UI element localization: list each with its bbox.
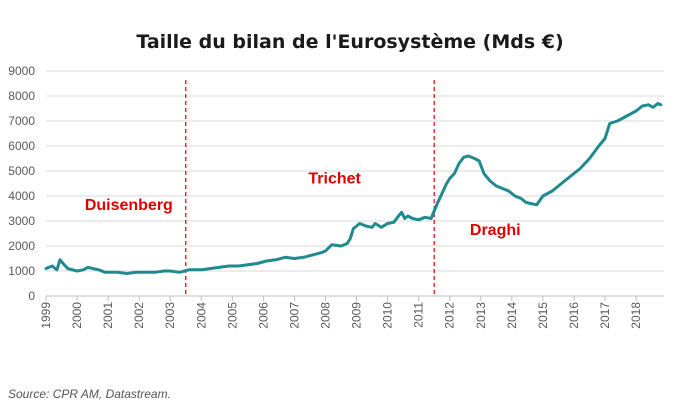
x-tick-label: 2018 xyxy=(629,302,643,329)
x-tick-label: 2003 xyxy=(163,302,177,329)
y-tick-label: 0 xyxy=(28,289,35,303)
x-axis: 1999 2000 2001 2002 2003 2004 2005 2006 2007 2008… xyxy=(39,295,664,329)
x-tick-label: 2015 xyxy=(536,302,550,329)
y-tick-label: 4000 xyxy=(8,189,35,203)
x-tick-label: 1999 xyxy=(39,302,53,329)
y-tick-label: 1000 xyxy=(8,264,35,278)
x-tick-label: 2001 xyxy=(101,302,115,329)
x-tick-label: 2005 xyxy=(225,302,239,329)
series-line xyxy=(44,102,663,275)
x-tick-label: 2014 xyxy=(505,302,519,329)
x-tick-label: 2013 xyxy=(474,302,488,329)
x-tick-label: 2017 xyxy=(598,302,612,329)
y-tick-label: 3000 xyxy=(8,214,35,228)
y-tick-label: 6000 xyxy=(8,139,35,153)
chart-title: Taille du bilan de l'Eurosystème (Mds €) xyxy=(136,31,563,53)
x-tick-label: 2000 xyxy=(70,302,84,329)
source-note: Source: CPR AM, Datastream. xyxy=(8,387,171,401)
x-tick-label: 2002 xyxy=(132,302,146,329)
x-tick-label: 2012 xyxy=(443,302,457,329)
x-tick-label: 2004 xyxy=(194,302,208,329)
annotations: Duisenberg Trichet Draghi xyxy=(85,171,521,239)
x-tick-label: 2009 xyxy=(350,302,364,329)
x-tick-label: 2010 xyxy=(381,302,395,329)
mandate-dividers xyxy=(185,80,435,296)
annotation-trichet: Trichet xyxy=(308,171,361,188)
annotation-duisenberg: Duisenberg xyxy=(85,197,173,214)
y-axis: 0 1000 2000 3000 4000 5000 6000 7000 8000 9000 xyxy=(8,64,35,303)
annotation-draghi: Draghi xyxy=(470,222,521,239)
y-tick-label: 9000 xyxy=(8,64,35,78)
x-tick-label: 2006 xyxy=(256,302,270,329)
x-tick-label: 2008 xyxy=(318,302,332,329)
x-tick-label: 2016 xyxy=(567,302,581,329)
y-tick-label: 5000 xyxy=(8,164,35,178)
y-tick-label: 7000 xyxy=(8,114,35,128)
y-tick-label: 2000 xyxy=(8,239,35,253)
x-tick-label: 2007 xyxy=(287,302,301,329)
x-tick-label: 2011 xyxy=(412,302,426,328)
y-tick-label: 8000 xyxy=(8,89,35,103)
